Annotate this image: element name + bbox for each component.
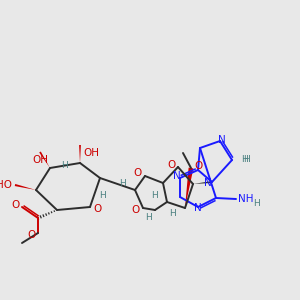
- Text: H: H: [145, 214, 152, 223]
- Polygon shape: [39, 152, 50, 168]
- Text: H: H: [241, 154, 248, 164]
- Text: O: O: [168, 160, 176, 170]
- Text: O: O: [194, 161, 202, 171]
- Text: OH: OH: [83, 148, 99, 158]
- Text: H: H: [152, 190, 158, 200]
- Text: O: O: [93, 204, 101, 214]
- Text: N: N: [204, 178, 212, 188]
- Polygon shape: [15, 184, 36, 190]
- Text: H: H: [169, 208, 176, 217]
- Polygon shape: [79, 145, 81, 163]
- Text: H: H: [61, 160, 68, 169]
- Text: N: N: [173, 171, 181, 181]
- Text: H: H: [118, 178, 125, 188]
- Text: O: O: [28, 230, 36, 240]
- Text: O: O: [12, 200, 20, 210]
- Text: H: H: [253, 200, 260, 208]
- Text: N: N: [194, 203, 202, 213]
- Text: O: O: [132, 205, 140, 215]
- Polygon shape: [185, 168, 194, 208]
- Text: OH: OH: [32, 155, 48, 165]
- Text: H: H: [100, 190, 106, 200]
- Polygon shape: [193, 181, 212, 184]
- Text: H: H: [244, 154, 250, 164]
- Text: O: O: [134, 168, 142, 178]
- Text: NH: NH: [238, 194, 254, 204]
- Text: N: N: [218, 135, 226, 145]
- Text: HO: HO: [0, 180, 12, 190]
